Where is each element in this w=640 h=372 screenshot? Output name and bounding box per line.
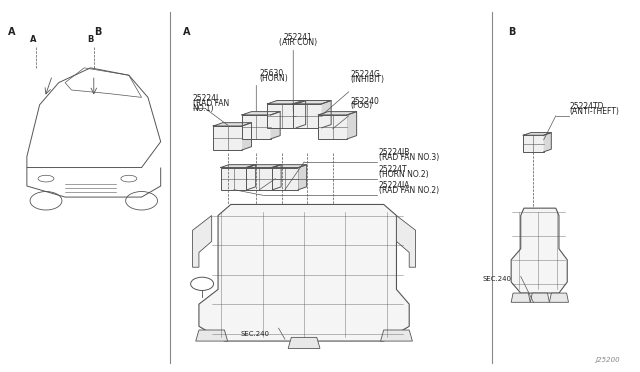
Text: 25224TD: 25224TD (570, 102, 604, 111)
Bar (319, 115, 347, 139)
Polygon shape (531, 293, 549, 302)
Text: B: B (94, 27, 101, 37)
Polygon shape (511, 293, 531, 302)
Polygon shape (242, 123, 252, 150)
Bar (268, 104, 296, 128)
Polygon shape (296, 100, 306, 128)
Bar (293, 104, 321, 128)
Polygon shape (242, 112, 280, 115)
Text: (ANTI-THEFT): (ANTI-THEFT) (570, 107, 620, 116)
Polygon shape (524, 132, 551, 135)
Text: SEC.240: SEC.240 (482, 276, 511, 282)
Polygon shape (396, 215, 415, 267)
Polygon shape (319, 112, 356, 115)
Bar (271, 167, 298, 190)
Polygon shape (221, 165, 255, 167)
Polygon shape (193, 215, 212, 267)
Polygon shape (293, 100, 331, 104)
Text: NO.1): NO.1) (193, 103, 214, 112)
Polygon shape (196, 330, 228, 341)
Polygon shape (298, 165, 307, 190)
Text: B: B (508, 27, 515, 37)
Polygon shape (199, 205, 409, 341)
Text: (FOG): (FOG) (351, 101, 372, 110)
Bar (221, 167, 247, 190)
Text: J25200: J25200 (595, 357, 620, 363)
Text: 25224G: 25224G (351, 70, 380, 79)
Polygon shape (246, 165, 281, 167)
Text: (RAD FAN: (RAD FAN (193, 99, 229, 108)
Text: 252241: 252241 (284, 33, 312, 42)
Polygon shape (213, 123, 252, 126)
Bar (213, 126, 242, 150)
Text: A: A (30, 35, 36, 44)
Text: (INHIBIT): (INHIBIT) (351, 75, 385, 84)
Polygon shape (247, 165, 255, 190)
Text: (RAD FAN NO.3): (RAD FAN NO.3) (379, 153, 439, 162)
Text: (RAD FAN NO.2): (RAD FAN NO.2) (379, 186, 439, 195)
Text: 25224JA: 25224JA (379, 182, 410, 190)
Text: 25224J: 25224J (193, 94, 219, 103)
Text: 25630: 25630 (259, 69, 284, 78)
Text: (HORN): (HORN) (259, 74, 288, 83)
Polygon shape (511, 208, 567, 293)
Text: 25224T: 25224T (379, 165, 407, 174)
Polygon shape (288, 337, 320, 349)
Polygon shape (381, 330, 412, 341)
Polygon shape (268, 100, 306, 104)
Bar (524, 135, 543, 152)
Polygon shape (271, 165, 307, 167)
Polygon shape (549, 293, 568, 302)
Text: 25224JB: 25224JB (379, 148, 410, 157)
Bar (246, 167, 273, 190)
Text: (HORN NO.2): (HORN NO.2) (379, 170, 428, 179)
Text: B: B (88, 35, 94, 44)
Text: 252240: 252240 (351, 96, 380, 106)
Text: A: A (8, 27, 15, 37)
Bar (242, 115, 271, 139)
Text: (AIR CON): (AIR CON) (278, 38, 317, 47)
Text: A: A (183, 27, 191, 37)
Polygon shape (271, 112, 280, 139)
Text: SEC.240: SEC.240 (240, 331, 269, 337)
Polygon shape (273, 165, 281, 190)
Polygon shape (543, 132, 551, 152)
Polygon shape (321, 100, 331, 128)
Polygon shape (347, 112, 356, 139)
